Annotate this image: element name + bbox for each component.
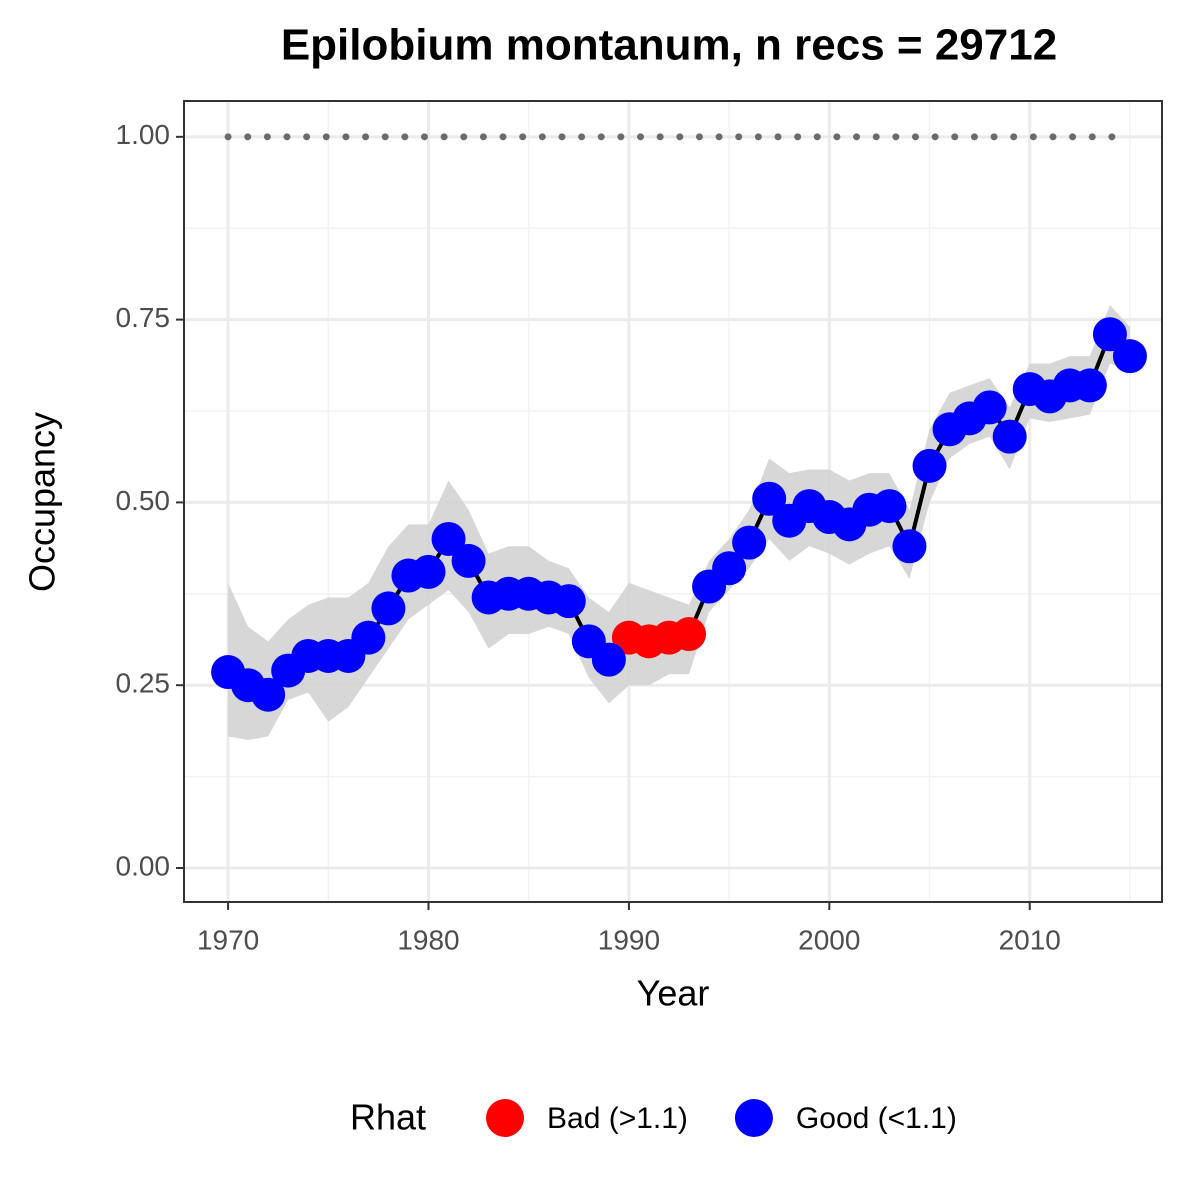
panel-border: [183, 100, 1163, 903]
x-axis-label: Year: [637, 973, 710, 1014]
legend-label: Good (<1.1): [796, 1102, 957, 1135]
point: [892, 529, 927, 564]
point: [992, 419, 1027, 454]
point: [451, 543, 486, 578]
point: [1112, 339, 1147, 374]
point: [1092, 317, 1127, 352]
y-tick-label: 0.25: [116, 668, 171, 699]
x-tick-label: 1980: [397, 924, 459, 955]
point: [1072, 368, 1107, 403]
point: [371, 591, 406, 626]
y-tick-label: 0.50: [116, 485, 171, 516]
legend-label: Bad (>1.1): [547, 1102, 688, 1135]
point: [551, 584, 586, 619]
x-tick-label: 2000: [798, 924, 860, 955]
point: [912, 448, 947, 483]
point: [752, 481, 787, 516]
point: [672, 617, 707, 652]
point: [431, 521, 466, 556]
legend-swatch: [486, 1099, 524, 1137]
point: [351, 620, 386, 655]
point: [591, 642, 626, 677]
y-tick-label: 1.00: [116, 119, 171, 150]
legend-title: Rhat: [350, 1097, 426, 1138]
x-tick-label: 1990: [598, 924, 660, 955]
point: [872, 489, 907, 524]
point: [732, 525, 767, 560]
point: [251, 677, 286, 712]
y-axis-label: Occupancy: [22, 412, 63, 592]
legend-swatch: [734, 1099, 773, 1137]
confidence-band: [228, 304, 1130, 741]
x-tick-label: 1970: [197, 924, 259, 955]
x-tick-label: 2010: [999, 924, 1061, 955]
y-tick-label: 0.75: [116, 302, 171, 333]
point: [712, 551, 747, 586]
point: [972, 390, 1007, 425]
y-tick-label: 0.00: [116, 850, 171, 881]
chart-title: Epilobium montanum, n recs = 29712: [281, 21, 1057, 70]
point: [411, 554, 446, 589]
